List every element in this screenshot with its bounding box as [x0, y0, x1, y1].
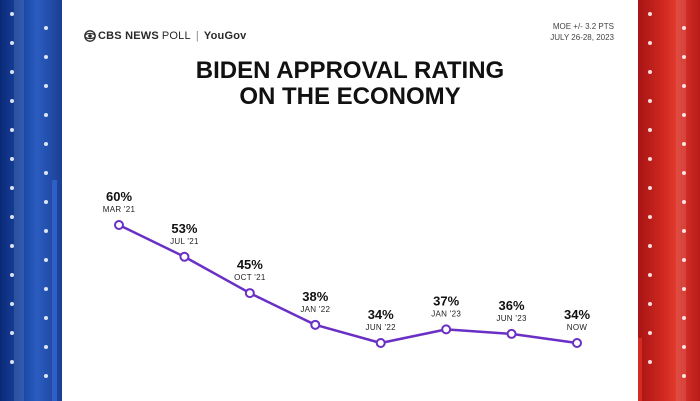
- data-label-date: JUN '23: [496, 314, 527, 323]
- star-icon: [648, 99, 652, 103]
- star-icon: [10, 70, 14, 74]
- star-icon: [648, 41, 652, 45]
- star-icon: [44, 258, 48, 262]
- star-icon: [10, 128, 14, 132]
- data-label-value: 34%: [564, 307, 590, 322]
- star-icon: [44, 374, 48, 378]
- star-icon: [44, 316, 48, 320]
- data-label-value: 38%: [302, 289, 328, 304]
- star-icon: [44, 287, 48, 291]
- star-icon: [648, 157, 652, 161]
- data-label-date: OCT '21: [234, 273, 266, 282]
- star-icon: [682, 113, 686, 117]
- star-icon: [682, 229, 686, 233]
- series-line: [118, 223, 578, 345]
- star-icon: [682, 258, 686, 262]
- brand-poll: POLL: [161, 30, 191, 42]
- left-panel-stars: [0, 12, 62, 392]
- left-panel: [0, 0, 62, 401]
- data-label-value: 34%: [368, 307, 394, 322]
- star-icon: [10, 244, 14, 248]
- data-point: [572, 338, 582, 348]
- data-label-value: 37%: [433, 293, 459, 308]
- brand-yougov: YouGov: [203, 30, 247, 42]
- data-label-date: JUN '22: [366, 323, 397, 332]
- data-point: [375, 338, 386, 348]
- star-icon: [682, 55, 686, 59]
- data-label-date: JAN '22: [300, 305, 330, 314]
- star-icon: [648, 244, 652, 248]
- data-point: [506, 328, 517, 339]
- poll-dates: JULY 26-28, 2023: [550, 33, 614, 42]
- star-icon: [682, 316, 686, 320]
- star-icon: [648, 186, 652, 190]
- data-point: [114, 220, 124, 230]
- star-icon: [682, 142, 686, 146]
- star-icon: [10, 186, 14, 190]
- left-panel-stripe: [14, 0, 24, 401]
- margin-of-error: MOE +/- 3.2 PTS JULY 26-28, 2023: [550, 21, 614, 43]
- right-panel-stripe: [676, 0, 686, 401]
- star-icon: [648, 12, 652, 16]
- star-icon: [648, 128, 652, 132]
- star-icon: [648, 360, 652, 364]
- data-label-value: 60%: [106, 189, 132, 204]
- star-icon: [10, 41, 14, 45]
- data-point: [244, 288, 255, 299]
- data-point: [441, 324, 452, 335]
- data-label-date: MAR '21: [103, 205, 136, 214]
- chart-title-line-1: BIDEN APPROVAL RATING: [195, 57, 505, 84]
- star-icon: [682, 345, 686, 349]
- star-icon: [44, 142, 48, 146]
- brand-separator: |: [195, 30, 199, 42]
- star-icon: [10, 99, 14, 103]
- data-label-value: 53%: [171, 221, 197, 236]
- chart-title-line-2: ON THE ECONOMY: [239, 83, 461, 110]
- brand: CBS NEWS POLL | YouGov: [84, 30, 246, 42]
- star-icon: [682, 287, 686, 291]
- star-icon: [682, 26, 686, 30]
- star-icon: [10, 331, 14, 335]
- star-icon: [682, 171, 686, 175]
- star-icon: [10, 273, 14, 277]
- star-icon: [648, 70, 652, 74]
- right-panel: [638, 0, 700, 401]
- star-icon: [44, 84, 48, 88]
- data-label-date: JUL '21: [170, 237, 199, 246]
- star-icon: [44, 345, 48, 349]
- left-accent-bar: [52, 180, 57, 401]
- star-icon: [648, 215, 652, 219]
- star-icon: [648, 302, 652, 306]
- star-icon: [10, 157, 14, 161]
- star-icon: [44, 113, 48, 117]
- star-icon: [10, 360, 14, 364]
- star-icon: [44, 171, 48, 175]
- star-icon: [10, 12, 14, 16]
- line-chart: 60%MAR '21 53%JUL '21 45%OCT '21 38%JAN '22…: [103, 189, 590, 348]
- data-label-value: 36%: [499, 298, 525, 313]
- star-icon: [10, 302, 14, 306]
- moe-line: MOE +/- 3.2 PTS: [552, 22, 614, 31]
- brand-cbs-news: CBS NEWS: [98, 30, 159, 42]
- right-panel-stars: [638, 12, 700, 392]
- star-icon: [44, 229, 48, 233]
- data-label-date: NOW: [567, 323, 588, 332]
- data-label-value: 45%: [237, 257, 263, 272]
- star-icon: [682, 84, 686, 88]
- poll-card: CBS NEWS POLL | YouGov MOE +/- 3.2 PTS J…: [62, 0, 638, 401]
- right-accent-bar: [638, 338, 642, 401]
- data-point: [310, 319, 321, 330]
- data-label-date: JAN '23: [431, 309, 461, 318]
- cbs-eye-icon: [84, 30, 96, 42]
- star-icon: [682, 200, 686, 204]
- star-icon: [648, 273, 652, 277]
- star-icon: [44, 55, 48, 59]
- chart-title: BIDEN APPROVAL RATING ON THE ECONOMY: [62, 58, 638, 110]
- star-icon: [648, 331, 652, 335]
- star-icon: [44, 26, 48, 30]
- star-icon: [682, 374, 686, 378]
- star-icon: [10, 215, 14, 219]
- star-icon: [44, 200, 48, 204]
- data-point: [179, 251, 190, 262]
